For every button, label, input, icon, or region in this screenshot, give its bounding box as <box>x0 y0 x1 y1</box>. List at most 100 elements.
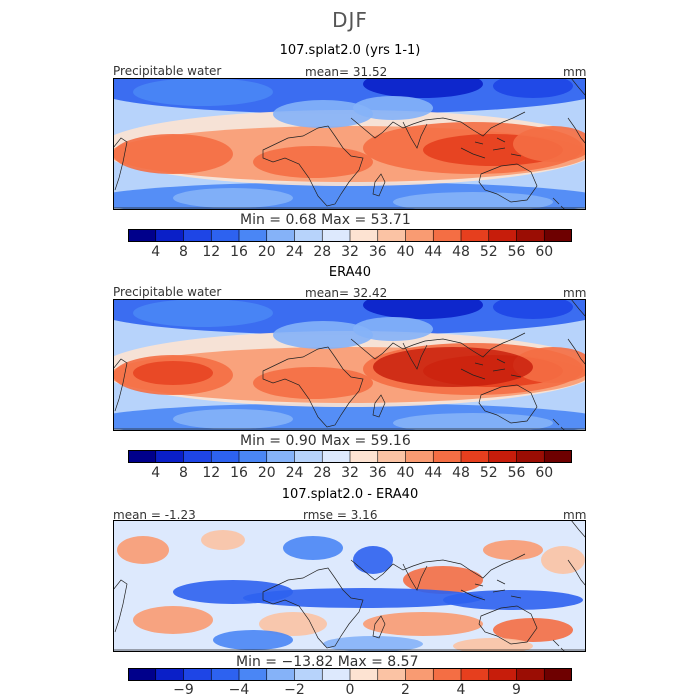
colorbar-tick-label: 32 <box>341 465 359 481</box>
coastline <box>113 358 128 412</box>
panel-2-units: mm <box>563 286 587 300</box>
colorbar-swatch <box>488 668 517 681</box>
coastline <box>552 639 560 647</box>
field-contour <box>353 546 393 574</box>
colorbar-swatch <box>294 229 323 242</box>
colorbar-tick-label: 28 <box>313 465 332 481</box>
colorbar-swatch <box>211 450 240 463</box>
coastline <box>478 384 538 424</box>
colorbar-tick-label: 56 <box>507 244 526 260</box>
colorbar-swatch <box>322 229 351 242</box>
colorbar-swatch <box>516 450 545 463</box>
colorbar-swatch <box>405 668 434 681</box>
field-contour <box>117 536 169 564</box>
panel-1-units: mm <box>563 65 587 79</box>
coastline <box>510 153 522 157</box>
field-contour <box>363 299 483 319</box>
colorbar-tick-label: 4 <box>151 465 161 481</box>
field-contour <box>443 590 583 610</box>
panel-3-rmse-label: rmse = 3.16 <box>303 508 378 522</box>
field-contour <box>493 618 573 642</box>
colorbar-tick-label: 4 <box>151 244 161 260</box>
panel-2-minmax: Min = 0.90 Max = 59.16 <box>240 433 411 449</box>
colorbar-swatch <box>488 450 517 463</box>
colorbar-swatch <box>488 229 517 242</box>
panel-2-colorbar-ticks: 4 8 12 16 20 24 28 32 36 40 44 48 52 56 60 <box>128 465 572 481</box>
field-contour <box>173 409 293 429</box>
colorbar-tick-label: 9 <box>512 682 521 698</box>
coastline <box>262 567 364 649</box>
colorbar-tick-label: −9 <box>173 682 194 698</box>
coastline <box>552 418 560 426</box>
colorbar-tick-label: 24 <box>285 244 304 260</box>
colorbar-tick-label: 12 <box>202 244 221 260</box>
colorbar-tick-label: 16 <box>230 465 248 481</box>
field-contour <box>133 78 273 106</box>
colorbar-tick-label: 20 <box>257 465 276 481</box>
colorbar-swatch <box>266 668 295 681</box>
colorbar-swatch <box>294 450 323 463</box>
field-contour <box>259 612 327 636</box>
coastline <box>567 559 586 587</box>
coastline <box>350 332 526 360</box>
colorbar-swatch <box>155 668 184 681</box>
colorbar-swatch <box>294 668 323 681</box>
coastline <box>262 125 364 207</box>
panel-1-minmax: Min = 0.68 Max = 53.71 <box>240 212 411 228</box>
colorbar-swatch <box>211 668 240 681</box>
colorbar-tick-label: 48 <box>452 244 470 260</box>
colorbar-swatch <box>350 229 379 242</box>
colorbar-tick-label: 28 <box>313 244 332 260</box>
colorbar-swatch <box>516 668 545 681</box>
colorbar-swatch <box>544 450 572 463</box>
coastline <box>350 111 526 139</box>
coastline <box>372 173 386 197</box>
colorbar-tick-label: 36 <box>368 244 387 260</box>
field-contour <box>133 606 213 634</box>
colorbar-swatch <box>461 229 490 242</box>
colorbar-swatch <box>128 450 157 463</box>
colorbar-tick-label: 24 <box>285 465 304 481</box>
panel-1-title: 107.splat2.0 (yrs 1-1) <box>279 43 421 58</box>
coastline <box>113 137 128 191</box>
colorbar-swatch <box>433 668 462 681</box>
panel-2-map <box>113 299 586 431</box>
panel-2-colorbar <box>128 450 572 463</box>
colorbar-swatch <box>183 668 212 681</box>
coastline <box>350 553 526 581</box>
coastline <box>492 147 506 151</box>
colorbar-swatch <box>322 668 351 681</box>
panel-1-variable-label: Precipitable water <box>113 64 222 78</box>
colorbar-swatch <box>239 450 268 463</box>
colorbar-swatch <box>350 668 379 681</box>
coastline <box>492 589 506 593</box>
coastline <box>510 374 522 378</box>
colorbar-tick-label: 16 <box>230 244 248 260</box>
coastline <box>496 579 506 585</box>
coastline <box>402 121 428 149</box>
panel-3-mean-label: mean = -1.23 <box>113 508 196 522</box>
colorbar-swatch <box>266 229 295 242</box>
colorbar-tick-label: 60 <box>535 465 554 481</box>
colorbar-swatch <box>183 450 212 463</box>
field-contour <box>113 134 233 174</box>
field-contour <box>173 188 293 208</box>
colorbar-swatch <box>239 229 268 242</box>
panel-1-map <box>113 78 586 210</box>
colorbar-swatch <box>211 229 240 242</box>
field-contour <box>353 96 433 120</box>
field-contour <box>513 126 586 162</box>
coastline <box>262 346 364 428</box>
colorbar-swatch <box>461 450 490 463</box>
panel-3-units: mm <box>563 508 587 522</box>
colorbar-swatch <box>266 450 295 463</box>
colorbar-tick-label: 48 <box>452 465 470 481</box>
field-contour <box>273 321 373 349</box>
field-contour <box>393 192 553 210</box>
panel-1-colorbar-ticks: 4 8 12 16 20 24 28 32 36 40 44 48 52 56 60 <box>128 244 572 260</box>
map-frame <box>113 520 586 652</box>
coastline <box>460 368 486 380</box>
field-contour <box>373 347 533 387</box>
field-contour <box>253 367 373 399</box>
colorbar-swatch <box>377 450 406 463</box>
